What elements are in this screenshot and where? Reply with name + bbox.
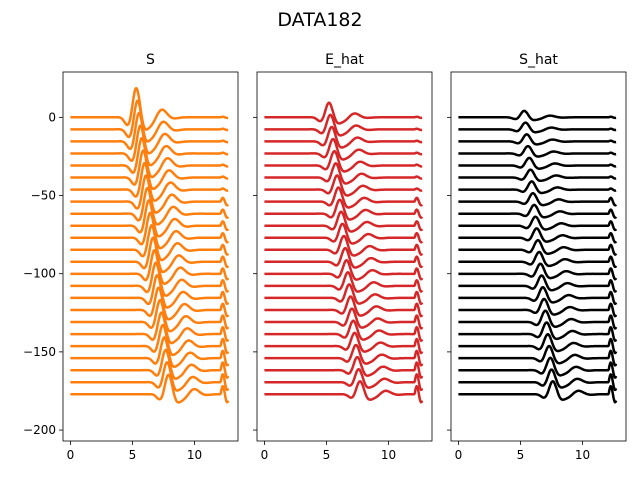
panels: S 0 5 10 0 −50 −100 −150 −200 E_hat 0 5 10 S_hat 0 5 10: [23, 52, 626, 462]
trace-line: [458, 146, 616, 156]
x-tick-label: 5: [323, 448, 331, 462]
x-tick-label: 10: [575, 448, 590, 462]
trace-line: [458, 111, 616, 120]
trace-line: [458, 123, 616, 133]
trace-line: [458, 170, 616, 181]
trace-line: [458, 181, 616, 193]
panel-title: S: [146, 52, 155, 68]
trace-line: [458, 264, 616, 280]
trace-line: [264, 381, 422, 402]
trace-line: [264, 103, 422, 124]
trace-line: [458, 299, 616, 316]
x-tick-label: 5: [517, 448, 525, 462]
trace-line: [70, 88, 228, 129]
trace-line: [264, 284, 422, 303]
trace-line: [458, 193, 616, 205]
trace-line: [70, 362, 228, 390]
y-tick-label: −50: [31, 189, 56, 203]
x-tick-label: 0: [455, 448, 463, 462]
trace-line: [70, 375, 228, 403]
x-tick-label: 0: [67, 448, 75, 462]
x-tick-label: 10: [187, 448, 202, 462]
trace-line: [458, 158, 616, 169]
trace-line: [264, 272, 422, 291]
trace-line: [458, 381, 616, 402]
trace-line: [458, 134, 616, 144]
y-tick-label: −150: [23, 345, 56, 359]
y-tick-label: −100: [23, 267, 56, 281]
x-tick-label: 0: [261, 448, 269, 462]
panel-1: E_hat 0 5 10: [253, 52, 432, 462]
trace-line: [70, 138, 228, 177]
trace-line: [70, 101, 228, 142]
trace-line: [70, 325, 228, 355]
y-tick-label: 0: [48, 110, 56, 124]
figure-title: DATA182: [277, 9, 362, 31]
trace-line: [70, 350, 228, 379]
trace-line: [458, 287, 616, 304]
panel-0: S 0 5 10 0 −50 −100 −150 −200: [23, 52, 238, 462]
trace-line: [458, 276, 616, 292]
trace-line: [264, 369, 422, 390]
trace-line: [458, 252, 616, 267]
y-tick-label: −200: [23, 423, 56, 437]
trace-line: [70, 188, 228, 225]
trace-line: [70, 337, 228, 366]
trace-line: [458, 311, 616, 329]
trace-line: [264, 260, 422, 279]
x-tick-label: 5: [129, 448, 137, 462]
axes-frame: [451, 72, 626, 441]
panel-2: S_hat 0 5 10: [447, 52, 626, 462]
panel-title: S_hat: [519, 52, 558, 68]
axes-frame: [257, 72, 432, 441]
trace-line: [70, 113, 228, 153]
panel-title: E_hat: [325, 52, 364, 68]
trace-line: [70, 126, 228, 165]
trace-line: [264, 321, 422, 341]
x-tick-label: 10: [381, 448, 396, 462]
trace-line: [458, 205, 616, 218]
